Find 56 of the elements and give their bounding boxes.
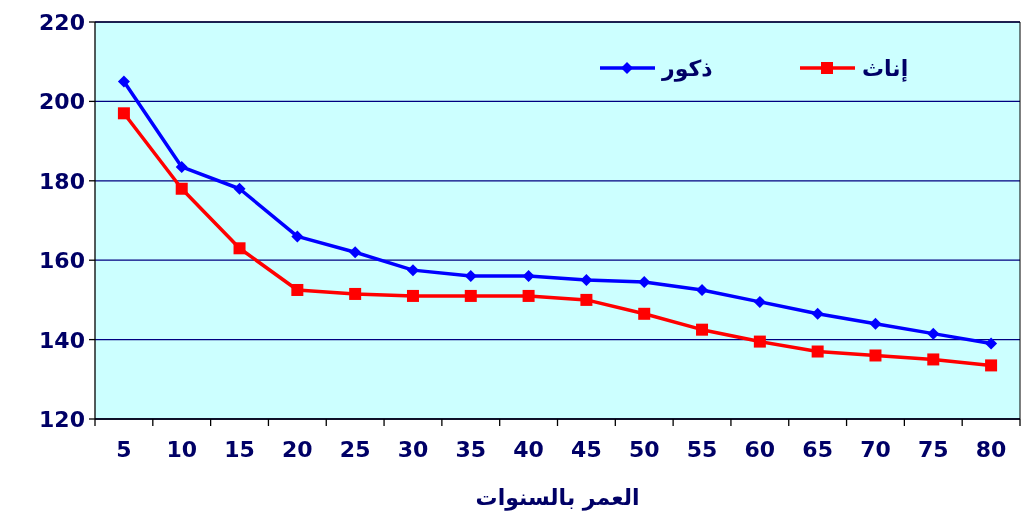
- legend-label: ذكور: [661, 56, 713, 82]
- point: [464, 289, 477, 302]
- x-tick-label: 70: [860, 437, 891, 462]
- point: [753, 295, 766, 308]
- point: [349, 287, 362, 300]
- point: [349, 246, 362, 259]
- y-tick-label: 160: [39, 248, 85, 274]
- x-tick-label: 25: [339, 437, 371, 462]
- y-tick-label: 200: [39, 89, 85, 115]
- point: [233, 182, 246, 195]
- point: [696, 283, 709, 296]
- point: [696, 323, 709, 336]
- point: [927, 327, 940, 340]
- x-tick-label: 35: [455, 437, 487, 462]
- point: [233, 242, 246, 255]
- point: [291, 283, 304, 296]
- x-tick-label: 40: [513, 437, 544, 462]
- point: [117, 75, 130, 88]
- y-tick-label: 140: [39, 327, 85, 353]
- x-tick-label: 20: [282, 437, 313, 462]
- x-tick-label: 60: [744, 437, 776, 462]
- x-tick-label: 75: [917, 437, 949, 462]
- point: [985, 337, 998, 350]
- point: [464, 270, 477, 283]
- point: [811, 345, 824, 358]
- y-tick-label: 180: [39, 168, 85, 194]
- x-tick-label: 10: [166, 437, 198, 462]
- point: [985, 359, 998, 372]
- x-tick-label: 55: [686, 437, 718, 462]
- point: [175, 160, 188, 173]
- point: [753, 335, 766, 348]
- point: [117, 107, 130, 120]
- x-tick-label: 5: [116, 437, 132, 462]
- x-tick-label: 50: [628, 437, 660, 462]
- point: [175, 182, 188, 195]
- point: [869, 317, 882, 330]
- point: [522, 289, 535, 302]
- point: [580, 293, 593, 306]
- point: [811, 307, 824, 320]
- x-tick-label: 45: [571, 437, 602, 462]
- point: [927, 353, 940, 366]
- x-tick-label: 80: [975, 437, 1007, 462]
- point: [406, 289, 419, 302]
- point: [406, 264, 419, 277]
- point: [522, 270, 535, 283]
- point: [291, 230, 304, 243]
- point: [638, 307, 651, 320]
- x-axis-title: العمر بالسنوات: [475, 485, 640, 511]
- y-tick-label: 220: [39, 10, 85, 35]
- x-tick-label: 15: [224, 437, 255, 462]
- point: [580, 274, 593, 287]
- y-tick-label: 120: [39, 407, 85, 432]
- point: [869, 349, 882, 362]
- x-tick-label: 65: [802, 437, 833, 462]
- legend-label: إناث: [862, 56, 909, 82]
- x-tick-label: 30: [397, 437, 429, 462]
